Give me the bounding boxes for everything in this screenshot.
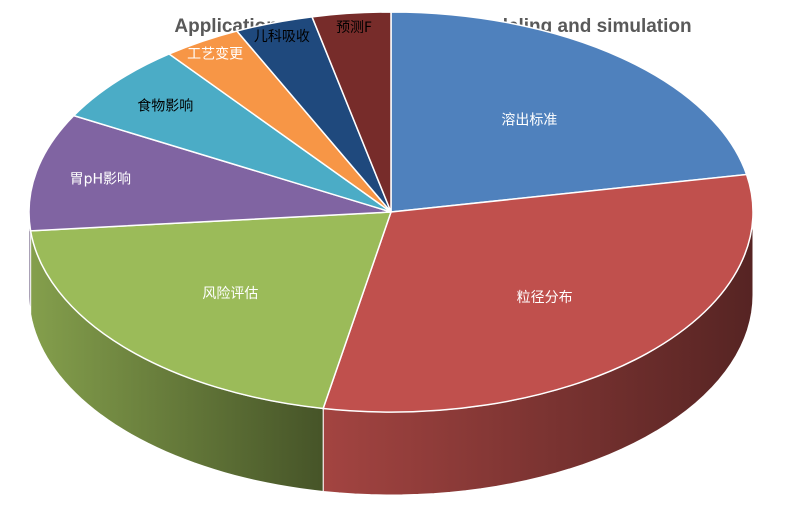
slice-label: 胃pH影响 <box>70 172 131 188</box>
pie-tops <box>28 11 754 413</box>
pie-slice <box>310 11 392 213</box>
slice-label: 工艺变更 <box>187 46 243 62</box>
slice-label: 粒径分布 <box>517 290 573 306</box>
pie-slice <box>390 11 748 213</box>
pie-slice <box>72 53 392 213</box>
slice-label: 风险评估 <box>202 286 258 302</box>
slice-label: 儿科吸收 <box>254 29 310 45</box>
pie-slice <box>29 211 393 410</box>
slice-label: 溶出标准 <box>501 113 557 129</box>
pie-slice <box>322 173 754 413</box>
pie-slice <box>28 114 392 232</box>
slice-label: 预测F <box>336 20 372 36</box>
slice-label: 食物影响 <box>137 98 193 115</box>
